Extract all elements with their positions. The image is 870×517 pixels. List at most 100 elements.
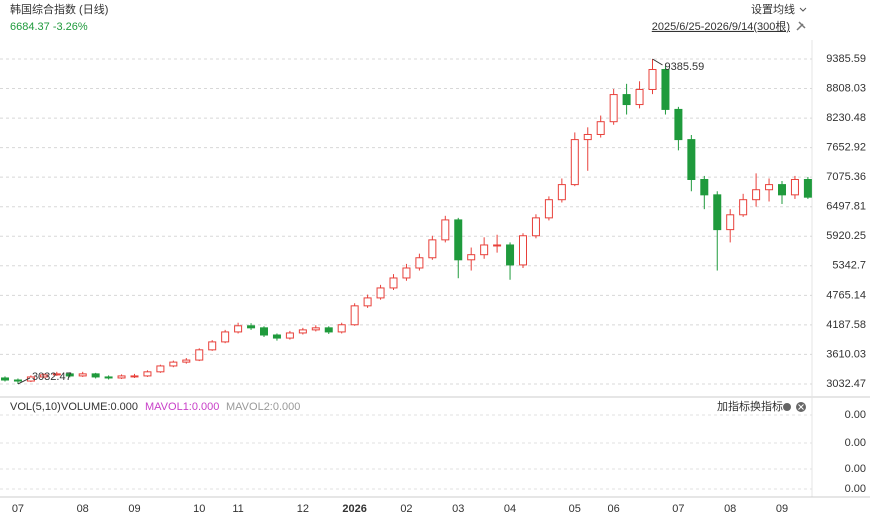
candle-body: [221, 331, 230, 343]
candle-body: [622, 94, 631, 106]
y-tick-label: 7075.36: [826, 171, 866, 183]
date-range[interactable]: 2025/6/25-2026/9/14(300根): [652, 19, 790, 33]
candle-body: [1, 377, 9, 381]
candle-body: [285, 332, 294, 339]
candle-body: [454, 219, 463, 261]
candle-body: [778, 184, 786, 196]
gear-icon[interactable]: [783, 403, 791, 411]
vol-tick-label: 0.00: [845, 437, 866, 449]
quote: 6684.37 -3.26%: [10, 21, 88, 33]
mavol1: MAVOL1:0.000: [145, 401, 219, 413]
add-indicator[interactable]: 加指标: [717, 399, 750, 413]
candle-body: [467, 254, 476, 261]
chevron: [799, 7, 807, 12]
y-tick-label: 7652.92: [826, 142, 866, 154]
y-tick-label: 3032.47: [826, 378, 866, 390]
candle-body: [752, 189, 761, 201]
candle-body: [493, 244, 502, 247]
x-tick-label: 12: [297, 503, 309, 515]
index-title: 韩国综合指数 (日线): [10, 2, 108, 16]
candle-body: [713, 194, 722, 231]
candle-body: [765, 184, 774, 191]
candle-body: [519, 235, 527, 266]
x-tick-label: 09: [128, 503, 140, 515]
candle-body: [803, 178, 812, 198]
candle-body: [311, 327, 320, 331]
candle-body: [350, 305, 359, 326]
candle-body: [247, 325, 256, 329]
candle-body: [104, 376, 113, 379]
max-arrow: [652, 58, 663, 66]
x-tick-label: 08: [724, 503, 736, 515]
candle-body: [363, 297, 372, 307]
y-tick-label: 9385.59: [826, 53, 866, 65]
candle-body: [687, 139, 696, 180]
x-tick-label: 04: [504, 503, 516, 515]
candle-body: [570, 139, 579, 186]
x-tick-label: 10: [193, 503, 205, 515]
y-tick-label: 3610.03: [826, 348, 866, 360]
candle-body: [790, 178, 799, 196]
candle-body: [661, 69, 670, 110]
candle-body: [480, 244, 489, 256]
settings[interactable]: 设置均线: [751, 2, 795, 16]
y-tick-label: 5342.7: [832, 260, 866, 272]
y-tick-label: 4187.58: [826, 319, 866, 331]
y-tick-label: 5920.25: [826, 230, 866, 242]
pin-icon[interactable]: [796, 21, 806, 31]
candle-body: [402, 267, 411, 279]
candle-body: [298, 329, 307, 334]
x-tick-label: 06: [608, 503, 620, 515]
candle-body: [65, 373, 74, 377]
close-cross: [798, 404, 804, 410]
mavol2: MAVOL2:0.000: [226, 401, 300, 413]
candle-body: [39, 374, 48, 378]
candle-body: [389, 277, 398, 289]
candle-body: [583, 133, 592, 141]
vol-indicator: VOL(5,10): [10, 401, 61, 413]
vol-value: VOLUME:0.000: [61, 401, 138, 413]
candle-body: [182, 359, 191, 363]
candle-body: [156, 365, 165, 373]
x-tick-label: 08: [77, 503, 89, 515]
candle-body: [52, 373, 61, 376]
candle-body: [726, 214, 735, 231]
candle-body: [117, 375, 126, 379]
vol-tick-label: 0.00: [845, 463, 866, 475]
candle-body: [324, 327, 333, 333]
candle-body: [78, 373, 87, 377]
candle-body: [700, 178, 709, 196]
max-label: 9385.59: [665, 61, 705, 73]
min-arrow: [17, 377, 31, 385]
candle-body: [143, 371, 152, 377]
candle-body: [544, 199, 553, 219]
candle-body: [635, 88, 644, 106]
vol-tick-label: 0.00: [845, 409, 866, 421]
candle-body: [195, 349, 204, 361]
min-label: 3032.47: [32, 371, 72, 383]
candle-body: [13, 379, 22, 382]
candle-body: [596, 121, 605, 135]
candle-body: [169, 361, 178, 367]
y-tick-label: 8230.48: [826, 112, 866, 124]
candle-body: [531, 217, 540, 237]
switch-indicator[interactable]: 换指标: [750, 399, 783, 413]
x-tick-label: 07: [672, 503, 684, 515]
candle-body: [234, 325, 243, 333]
candle-body: [674, 108, 683, 141]
candle-body: [130, 375, 139, 378]
candle-body: [648, 69, 657, 90]
candle-body: [557, 184, 566, 201]
x-tick-label: 2026: [342, 503, 366, 515]
candle-body: [428, 239, 437, 259]
candle-body: [376, 287, 385, 299]
candle-body: [91, 373, 100, 378]
candle-body: [441, 219, 450, 241]
x-tick-label: 09: [776, 503, 788, 515]
y-tick-label: 6497.81: [826, 201, 866, 213]
candle-body: [415, 257, 424, 269]
y-tick-label: 4765.14: [826, 289, 866, 301]
candle-body: [609, 94, 618, 123]
candle-body: [739, 199, 748, 216]
x-tick-label: 05: [569, 503, 581, 515]
